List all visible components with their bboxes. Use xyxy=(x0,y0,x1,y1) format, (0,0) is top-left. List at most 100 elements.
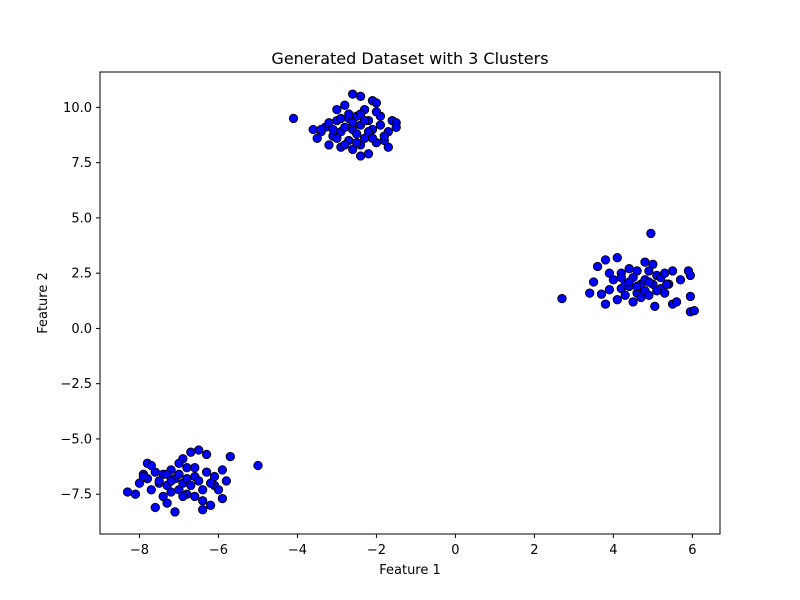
data-point xyxy=(324,140,334,150)
data-point xyxy=(122,487,133,497)
data-point xyxy=(166,487,176,497)
y-tick-label: −2.5 xyxy=(60,377,92,392)
data-point xyxy=(646,228,656,239)
data-point xyxy=(332,104,342,115)
y-tick-label: 7.5 xyxy=(71,156,92,171)
data-point xyxy=(689,306,699,316)
x-tick-label: 4 xyxy=(609,543,617,558)
data-point xyxy=(217,493,228,504)
data-point xyxy=(225,451,235,462)
data-point xyxy=(644,266,654,276)
y-axis: −7.5 −5.0 −2.5 0.0 2.5 5.0 7.5 10.0 xyxy=(60,101,100,503)
data-point xyxy=(205,478,216,488)
data-point xyxy=(624,264,634,274)
y-tick-label: 0.0 xyxy=(71,322,92,337)
data-point xyxy=(660,268,670,278)
data-point xyxy=(332,133,342,143)
data-point xyxy=(253,460,263,471)
chart-title: Generated Dataset with 3 Clusters xyxy=(271,49,548,68)
data-point xyxy=(162,469,172,479)
data-point xyxy=(150,502,160,513)
data-point xyxy=(288,113,299,124)
data-point xyxy=(340,122,350,132)
data-point xyxy=(190,463,200,473)
data-point xyxy=(596,289,607,299)
data-point xyxy=(588,277,599,287)
data-point xyxy=(608,275,619,285)
data-point xyxy=(130,489,141,499)
data-point xyxy=(662,279,672,289)
data-point xyxy=(308,124,318,135)
data-point xyxy=(328,124,338,135)
data-point xyxy=(352,129,362,139)
data-point xyxy=(336,113,346,124)
data-point xyxy=(624,277,634,287)
data-point xyxy=(198,485,208,495)
data-point xyxy=(186,447,196,457)
data-point xyxy=(604,285,615,295)
data-point xyxy=(213,485,224,495)
data-point xyxy=(604,268,615,278)
data-point xyxy=(632,266,642,276)
data-point xyxy=(383,142,393,152)
data-point xyxy=(371,107,382,117)
data-point xyxy=(221,476,232,486)
data-point xyxy=(660,288,670,298)
x-tick-label: 2 xyxy=(530,543,538,558)
data-point xyxy=(146,485,156,495)
data-point xyxy=(644,277,654,287)
data-point xyxy=(194,476,204,486)
data-point xyxy=(557,293,567,304)
data-point xyxy=(198,496,208,506)
data-point xyxy=(178,491,188,502)
data-point xyxy=(628,297,638,307)
y-tick-label: −7.5 xyxy=(60,488,92,503)
data-point xyxy=(355,109,366,119)
data-point xyxy=(201,449,212,460)
x-tick-label: −6 xyxy=(209,543,228,558)
data-point xyxy=(391,122,401,132)
data-point xyxy=(632,281,642,292)
y-tick-label: −5.0 xyxy=(60,432,92,447)
data-point xyxy=(146,460,156,471)
y-axis-label: Feature 2 xyxy=(36,272,51,334)
data-point xyxy=(344,109,354,119)
x-tick-label: −4 xyxy=(288,543,307,558)
data-point xyxy=(600,255,611,265)
x-tick-label: 6 xyxy=(688,543,696,558)
data-point xyxy=(648,259,658,269)
data-point xyxy=(685,291,696,302)
data-point xyxy=(316,124,326,135)
x-tick-label: −2 xyxy=(367,543,386,558)
data-point xyxy=(162,498,172,508)
data-point xyxy=(174,458,184,468)
data-point xyxy=(355,151,366,161)
data-point xyxy=(201,467,212,477)
data-point xyxy=(154,476,164,486)
data-point xyxy=(340,140,350,150)
y-tick-label: 10.0 xyxy=(63,101,92,116)
data-point xyxy=(355,91,366,101)
data-point xyxy=(174,469,184,479)
data-point xyxy=(348,118,358,128)
data-point xyxy=(182,463,192,473)
data-point xyxy=(652,286,662,296)
data-point xyxy=(363,149,374,159)
data-point xyxy=(348,89,358,99)
data-point xyxy=(650,301,660,311)
data-point xyxy=(217,465,228,475)
data-point xyxy=(592,261,603,272)
data-point xyxy=(375,120,386,130)
data-point xyxy=(352,138,362,148)
data-point xyxy=(685,270,696,281)
data-point xyxy=(166,476,176,486)
points-layer xyxy=(122,89,699,517)
data-point xyxy=(348,144,358,155)
data-point xyxy=(198,505,208,515)
data-point xyxy=(600,299,611,309)
data-point xyxy=(675,275,686,285)
data-point xyxy=(644,290,654,300)
y-tick-label: 2.5 xyxy=(71,267,92,282)
data-point xyxy=(194,445,204,455)
